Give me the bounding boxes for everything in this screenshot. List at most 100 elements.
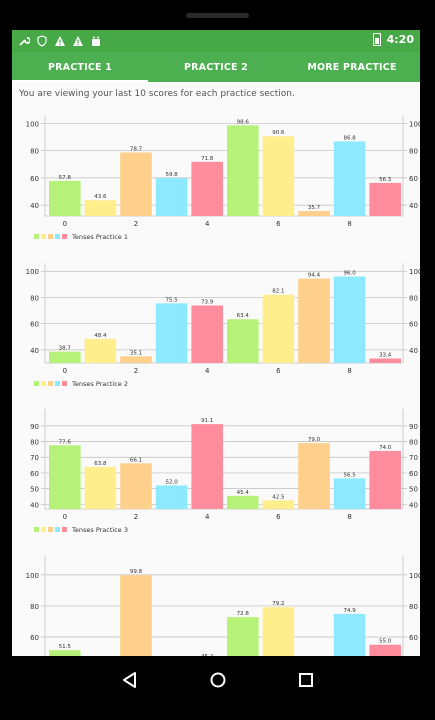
score-bar xyxy=(191,305,223,363)
y-tick-label-right: 100 xyxy=(409,572,420,580)
score-bar xyxy=(49,650,81,656)
x-tick-label: 4 xyxy=(205,220,210,228)
bar-value-label: 74.9 xyxy=(343,608,356,614)
score-chart-4: 40406060808010010051.534.199.836.945.272… xyxy=(26,555,420,656)
warning-icon xyxy=(72,35,84,47)
legend-swatch xyxy=(48,234,53,239)
score-bar xyxy=(262,500,295,509)
y-tick-label-right: 60 xyxy=(409,175,418,183)
y-tick-label-right: 60 xyxy=(409,321,418,329)
bar-value-label: 96.0 xyxy=(343,270,356,276)
x-tick-label: 6 xyxy=(276,513,281,521)
bar-value-label: 45.2 xyxy=(201,654,213,656)
x-tick-label: 0 xyxy=(63,513,67,521)
intro-text: You are viewing your last 10 scores for … xyxy=(19,89,295,99)
bar-value-label: 57.8 xyxy=(59,175,72,181)
y-tick-label-right: 80 xyxy=(409,294,418,302)
legend-swatch xyxy=(48,527,53,532)
x-tick-label: 0 xyxy=(63,220,67,228)
score-bar xyxy=(333,478,366,509)
y-tick-label: 40 xyxy=(30,202,39,210)
charts-area: 40406060808010010057.843.678.759.871.898… xyxy=(26,115,420,656)
legend-swatch xyxy=(41,527,46,532)
scores-content[interactable]: You are viewing your last 10 scores for … xyxy=(12,82,420,656)
y-tick-label: 80 xyxy=(30,148,39,156)
home-icon[interactable] xyxy=(208,670,228,690)
score-bar xyxy=(262,294,295,363)
bar-value-label: 71.8 xyxy=(201,156,214,162)
y-tick-label: 60 xyxy=(30,321,39,329)
x-tick-label: 8 xyxy=(347,367,351,375)
x-tick-label: 2 xyxy=(134,367,138,375)
status-bar: 4:20 xyxy=(12,30,420,52)
tab-practice-1[interactable]: PRACTICE 1 xyxy=(12,52,148,82)
score-bar xyxy=(227,617,259,656)
x-tick-label: 8 xyxy=(347,513,351,521)
bar-value-label: 99.8 xyxy=(130,569,143,575)
bar-value-label: 52.0 xyxy=(165,479,178,485)
bar-value-label: 73.9 xyxy=(201,299,214,305)
score-bar xyxy=(49,445,81,509)
y-tick-label: 100 xyxy=(26,572,39,580)
y-tick-label-right: 90 xyxy=(409,423,418,431)
y-tick-label: 90 xyxy=(30,423,39,431)
score-bar xyxy=(84,200,117,216)
score-bar xyxy=(333,141,366,216)
y-tick-label-right: 80 xyxy=(409,603,418,611)
bar-value-label: 66.1 xyxy=(130,457,142,463)
y-tick-label-right: 40 xyxy=(409,501,418,509)
y-tick-label-right: 60 xyxy=(409,634,418,642)
tab-practice-2[interactable]: PRACTICE 2 xyxy=(184,61,248,73)
legend-label: Tenses Practice 2 xyxy=(71,380,128,388)
legend-swatch xyxy=(34,527,39,532)
y-tick-label-right: 40 xyxy=(409,347,418,355)
bar-value-label: 33.4 xyxy=(379,353,392,359)
y-tick-label: 70 xyxy=(30,454,39,462)
bar-value-label: 90.6 xyxy=(272,130,285,136)
bar-value-label: 43.6 xyxy=(94,194,107,200)
score-bar xyxy=(84,338,117,363)
bar-value-label: 72.8 xyxy=(237,611,250,617)
y-tick-label-right: 60 xyxy=(409,470,418,478)
y-tick-label-right: 100 xyxy=(409,120,420,128)
legend-swatch xyxy=(55,381,60,386)
x-tick-label: 0 xyxy=(63,367,67,375)
bar-value-label: 79.0 xyxy=(308,437,321,443)
score-bar xyxy=(333,276,366,363)
back-icon[interactable] xyxy=(120,670,140,690)
score-bar xyxy=(369,358,401,363)
y-tick-label: 80 xyxy=(30,294,39,302)
navigation-bar xyxy=(0,656,435,720)
bar-value-label: 56.5 xyxy=(343,472,356,478)
x-tick-label: 4 xyxy=(205,367,210,375)
bar-value-label: 98.6 xyxy=(237,119,250,125)
score-bar xyxy=(369,450,401,509)
score-bar xyxy=(298,443,330,509)
bar-value-label: 35.7 xyxy=(308,205,321,211)
x-tick-label: 2 xyxy=(134,513,138,521)
y-tick-label: 60 xyxy=(30,634,39,642)
x-tick-label: 2 xyxy=(134,220,138,228)
y-tick-label: 60 xyxy=(30,470,39,478)
y-tick-label: 80 xyxy=(30,439,39,447)
score-bar xyxy=(49,180,81,216)
y-tick-label-right: 40 xyxy=(409,202,418,210)
bar-value-label: 75.5 xyxy=(165,297,178,303)
tab-bar: PRACTICE 1 PRACTICE 2 MORE PRACTICE xyxy=(12,52,420,82)
legend-swatch xyxy=(62,527,67,532)
android-icon xyxy=(90,35,102,47)
y-tick-label-right: 100 xyxy=(409,268,420,276)
bar-value-label: 48.4 xyxy=(94,333,107,339)
score-bar xyxy=(298,278,330,363)
wrench-icon xyxy=(18,35,31,47)
tab-more-practice[interactable]: MORE PRACTICE xyxy=(307,61,397,73)
x-tick-label: 4 xyxy=(205,513,210,521)
bar-value-label: 78.7 xyxy=(130,146,143,152)
y-tick-label: 100 xyxy=(26,268,39,276)
recents-icon[interactable] xyxy=(296,670,316,690)
bar-value-label: 63.4 xyxy=(237,313,250,319)
y-tick-label-right: 70 xyxy=(409,454,418,462)
bar-value-label: 77.6 xyxy=(59,439,72,445)
legend-label: Tenses Practice 3 xyxy=(71,526,128,534)
